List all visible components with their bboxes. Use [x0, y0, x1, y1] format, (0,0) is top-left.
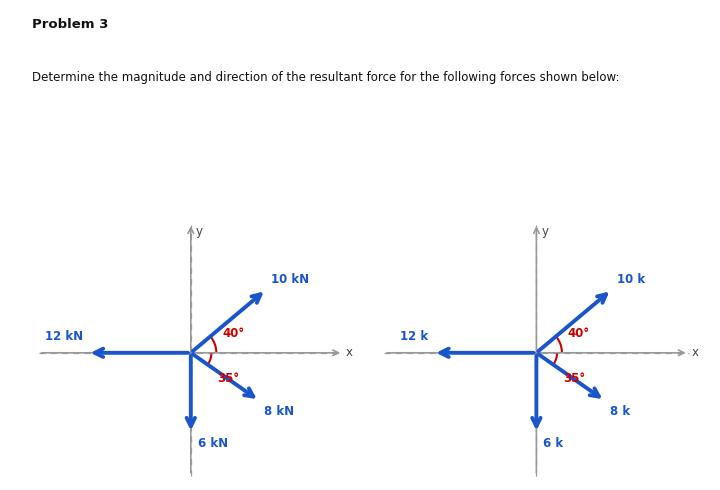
Text: 8 kN: 8 kN — [264, 405, 294, 417]
Text: 35°: 35° — [563, 372, 585, 386]
Text: 35°: 35° — [217, 372, 240, 386]
Text: 10 kN: 10 kN — [271, 273, 309, 286]
Text: 12 kN: 12 kN — [45, 330, 83, 343]
Text: 8 k: 8 k — [610, 405, 630, 417]
Text: Determine the magnitude and direction of the resultant force for the following f: Determine the magnitude and direction of… — [32, 71, 620, 84]
Text: 6 kN: 6 kN — [198, 437, 228, 450]
Text: 12 k: 12 k — [400, 330, 428, 343]
Text: Problem 3: Problem 3 — [32, 18, 109, 31]
Text: 6 k: 6 k — [544, 437, 563, 450]
Text: 40°: 40° — [222, 327, 244, 340]
Text: 40°: 40° — [568, 327, 590, 340]
Text: 10 k: 10 k — [616, 273, 644, 286]
Text: x: x — [691, 346, 698, 359]
Text: y: y — [541, 225, 549, 238]
Text: x: x — [346, 346, 353, 359]
Text: y: y — [196, 225, 203, 238]
